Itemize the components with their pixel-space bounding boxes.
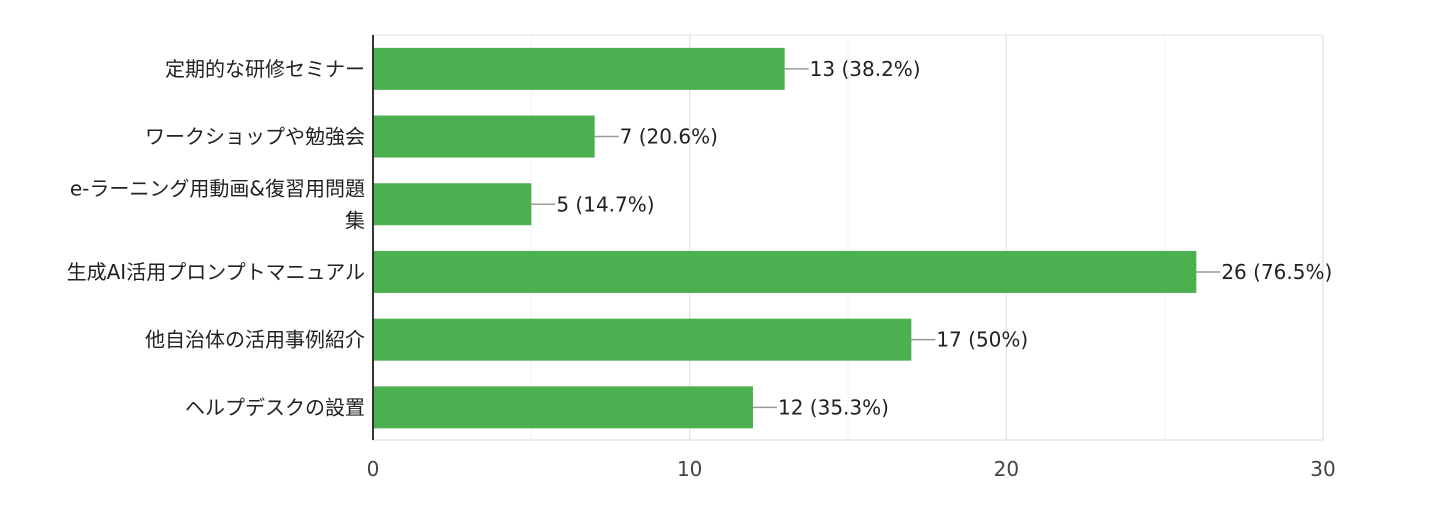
category-label-line: 定期的な研修セミナー xyxy=(165,57,365,81)
bar xyxy=(373,47,785,90)
category-label-line: e-ラーニング用動画&復習用問題 xyxy=(70,176,365,200)
category-label: 生成AI活用プロンプトマニュアル xyxy=(67,260,365,284)
category-label: e-ラーニング用動画&復習用問題集 xyxy=(70,176,365,232)
x-tick-label: 0 xyxy=(367,457,380,481)
x-tick-labels: 0 10 20 30 xyxy=(367,457,1336,481)
bar xyxy=(373,115,595,158)
bar xyxy=(373,386,753,429)
category-label-line: ワークショップや勉強会 xyxy=(145,125,365,149)
x-tick-label: 30 xyxy=(1310,457,1335,481)
x-tick-label: 20 xyxy=(994,457,1019,481)
category-label-line: ヘルプデスクの設置 xyxy=(185,395,365,419)
category-label-line: 他自治体の活用事例紹介 xyxy=(145,328,365,352)
data-label: 5 (14.7%) xyxy=(556,192,654,216)
bar xyxy=(373,318,912,361)
x-tick-label: 10 xyxy=(677,457,702,481)
data-label: 7 (20.6%) xyxy=(620,125,718,149)
bars xyxy=(373,47,1197,429)
bar xyxy=(373,250,1197,293)
category-label-line: 生成AI活用プロンプトマニュアル xyxy=(67,260,365,284)
category-label: ヘルプデスクの設置 xyxy=(185,395,365,419)
grid-lines xyxy=(373,34,1324,441)
category-label: 他自治体の活用事例紹介 xyxy=(145,328,365,352)
data-label: 17 (50%) xyxy=(936,328,1028,352)
data-labels: 13 (38.2%) 7 (20.6%) 5 (14.7%) 26 (76.5%) 17… xyxy=(556,57,1332,420)
bar xyxy=(373,183,532,226)
category-label: 定期的な研修セミナー xyxy=(165,57,365,81)
category-label-line: 集 xyxy=(345,208,365,232)
data-label: 12 (35.3%) xyxy=(778,395,889,419)
data-label: 26 (76.5%) xyxy=(1221,260,1332,284)
data-label-leaders xyxy=(531,68,1221,409)
category-label: ワークショップや勉強会 xyxy=(145,125,365,149)
data-label: 13 (38.2%) xyxy=(810,57,921,81)
